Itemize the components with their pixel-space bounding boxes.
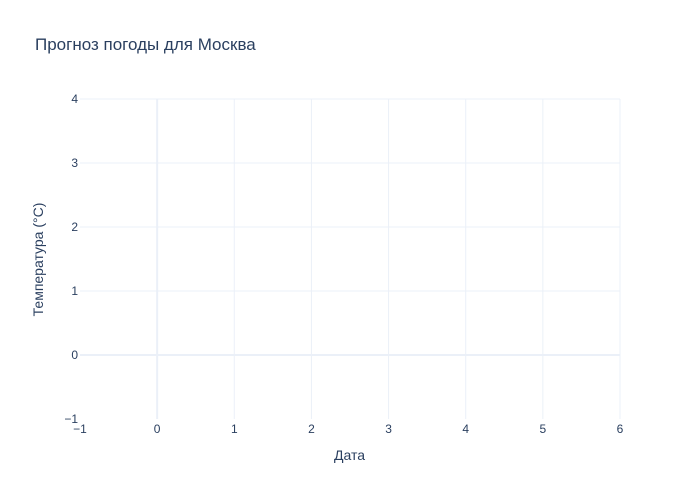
y-axis-ticks: −1 0 1 2 3 4 [64, 92, 78, 426]
y-axis-title: Температура (°C) [30, 203, 46, 317]
x-tick-label: 1 [231, 422, 238, 436]
chart-title: Прогноз погоды для Москва [35, 35, 256, 54]
y-tick-label: 1 [71, 284, 78, 298]
x-tick-label: 6 [617, 422, 624, 436]
y-tick-label: 3 [71, 156, 78, 170]
x-tick-label: 2 [308, 422, 315, 436]
y-tick-label: −1 [64, 412, 78, 426]
x-axis-title: Дата [334, 447, 365, 463]
grid [80, 98, 621, 419]
y-tick-label: 4 [71, 92, 78, 106]
x-tick-label: 5 [540, 422, 547, 436]
x-axis-ticks: −1 0 1 2 3 4 5 6 [73, 422, 624, 436]
x-tick-label: 4 [462, 422, 469, 436]
x-tick-label: 0 [154, 422, 161, 436]
y-tick-label: 2 [71, 220, 78, 234]
y-tick-label: 0 [71, 348, 78, 362]
x-tick-label: −1 [73, 422, 87, 436]
zero-lines [80, 99, 620, 419]
x-tick-label: 3 [385, 422, 392, 436]
